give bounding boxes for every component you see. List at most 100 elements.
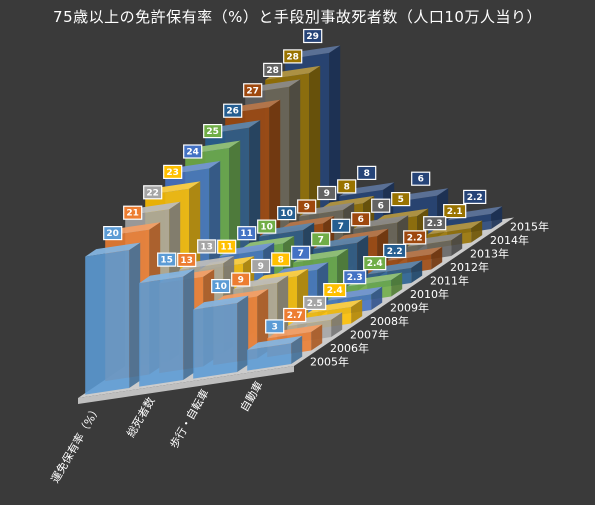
- svg-text:26: 26: [226, 107, 239, 117]
- svg-text:2.2: 2.2: [467, 193, 483, 203]
- svg-text:10: 10: [260, 223, 273, 233]
- svg-text:28: 28: [266, 66, 279, 76]
- series-label: 2010年: [410, 287, 449, 301]
- data-label: 7: [311, 232, 331, 247]
- svg-text:9: 9: [324, 189, 330, 199]
- bar: [85, 242, 141, 395]
- data-label: 2.5: [303, 295, 327, 310]
- data-label: 13: [197, 239, 217, 254]
- data-label: 7: [331, 218, 351, 233]
- data-label: 22: [143, 185, 163, 200]
- series-label: 2012年: [450, 260, 489, 274]
- svg-text:7: 7: [318, 235, 324, 245]
- svg-text:2.4: 2.4: [327, 286, 343, 296]
- svg-text:2.3: 2.3: [347, 273, 363, 283]
- data-label: 21: [123, 205, 143, 220]
- svg-text:9: 9: [258, 262, 264, 272]
- svg-text:6: 6: [418, 175, 424, 185]
- data-label: 28: [283, 49, 303, 64]
- svg-text:13: 13: [200, 242, 213, 252]
- svg-text:10: 10: [280, 209, 293, 219]
- svg-text:2.2: 2.2: [407, 233, 423, 243]
- svg-text:3: 3: [272, 322, 278, 332]
- data-label: 2.2: [463, 189, 487, 204]
- data-label: 2.4: [363, 256, 387, 271]
- data-label: 2.3: [343, 270, 367, 285]
- svg-text:2.1: 2.1: [447, 207, 463, 217]
- svg-text:11: 11: [240, 229, 253, 239]
- svg-text:20: 20: [106, 229, 119, 239]
- svg-text:15: 15: [160, 256, 173, 266]
- svg-text:10: 10: [214, 282, 227, 292]
- svg-text:23: 23: [166, 168, 179, 178]
- data-label: 3: [265, 319, 285, 334]
- data-label: 28: [263, 62, 283, 78]
- svg-text:8: 8: [344, 182, 350, 192]
- svg-text:28: 28: [286, 52, 299, 62]
- data-label: 7: [291, 245, 311, 260]
- bar: [139, 269, 195, 387]
- category-label: 歩行・自転車: [166, 387, 211, 451]
- svg-text:7: 7: [298, 249, 304, 259]
- category-label: 総死者数: [123, 395, 157, 440]
- svg-text:5: 5: [398, 195, 404, 205]
- data-label: 8: [271, 252, 291, 267]
- data-label: 6: [411, 171, 431, 186]
- svg-text:6: 6: [358, 215, 364, 225]
- data-label: 2.2: [403, 230, 427, 245]
- data-label: 10: [257, 219, 277, 234]
- series-label: 2014年: [490, 233, 529, 247]
- data-label: 27: [243, 83, 263, 98]
- series-label: 2007年: [350, 327, 389, 341]
- svg-text:2.7: 2.7: [287, 311, 303, 321]
- svg-text:21: 21: [126, 209, 139, 219]
- svg-text:25: 25: [206, 127, 219, 137]
- svg-text:2.2: 2.2: [387, 247, 403, 257]
- svg-text:2.5: 2.5: [307, 299, 323, 309]
- data-label: 29: [303, 28, 323, 44]
- series-label: 2013年: [470, 246, 509, 260]
- data-label: 2.3: [423, 216, 447, 231]
- data-label: 2.2: [383, 243, 407, 258]
- svg-text:29: 29: [306, 32, 319, 42]
- data-label: 6: [371, 198, 391, 213]
- bar: [193, 295, 249, 379]
- series-label: 2006年: [330, 341, 369, 355]
- series-label: 2009年: [390, 300, 429, 314]
- svg-text:11: 11: [220, 243, 233, 253]
- svg-text:24: 24: [186, 148, 199, 158]
- data-label: 6: [351, 212, 371, 227]
- data-label: 11: [237, 226, 257, 241]
- category-label: 自動車: [237, 379, 266, 415]
- data-label: 9: [317, 185, 337, 201]
- series-label: 2011年: [430, 273, 469, 287]
- chart-floor-edge: [78, 366, 294, 404]
- data-label: 24: [183, 144, 203, 159]
- svg-text:6: 6: [378, 202, 384, 212]
- data-label: 23: [163, 164, 183, 179]
- svg-text:8: 8: [278, 255, 284, 265]
- data-label: 10: [277, 206, 297, 221]
- series-label: 2008年: [370, 314, 409, 328]
- data-label: 11: [217, 239, 237, 254]
- svg-text:7: 7: [338, 222, 344, 232]
- category-label: 運免保有率（%）: [48, 403, 104, 486]
- data-label: 9: [297, 199, 317, 214]
- svg-text:27: 27: [246, 86, 259, 96]
- data-label: 26: [223, 103, 243, 118]
- bar: [247, 335, 303, 371]
- data-label: 2.7: [283, 307, 307, 323]
- data-label: 13: [177, 252, 197, 267]
- data-label: 2.4: [323, 283, 347, 298]
- data-label: 15: [157, 252, 177, 267]
- series-label: 2015年: [510, 219, 549, 233]
- series-label: 2005年: [310, 354, 349, 368]
- data-label: 5: [391, 192, 411, 207]
- data-label: 25: [203, 123, 223, 139]
- data-label: 9: [251, 258, 271, 274]
- data-label: 10: [211, 279, 231, 294]
- svg-text:2.4: 2.4: [367, 259, 383, 269]
- data-label: 8: [357, 165, 377, 180]
